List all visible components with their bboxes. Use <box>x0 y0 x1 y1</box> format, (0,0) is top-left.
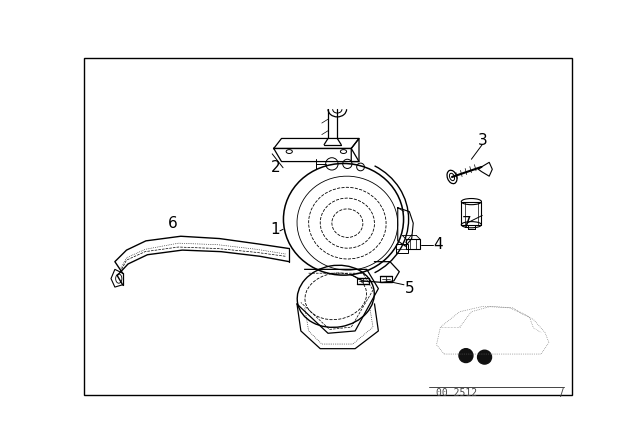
Text: 2: 2 <box>271 160 280 175</box>
Bar <box>396 244 408 253</box>
Text: 7: 7 <box>462 215 472 231</box>
Text: 1: 1 <box>271 222 280 237</box>
Bar <box>406 239 420 250</box>
Circle shape <box>477 350 492 364</box>
Text: 4: 4 <box>433 237 443 252</box>
Text: 00 2512: 00 2512 <box>436 388 477 397</box>
Text: 6: 6 <box>168 215 178 231</box>
Text: 5: 5 <box>404 281 414 296</box>
Text: /: / <box>560 388 564 397</box>
Circle shape <box>459 349 473 362</box>
Bar <box>461 202 481 225</box>
Text: 3: 3 <box>477 133 487 147</box>
